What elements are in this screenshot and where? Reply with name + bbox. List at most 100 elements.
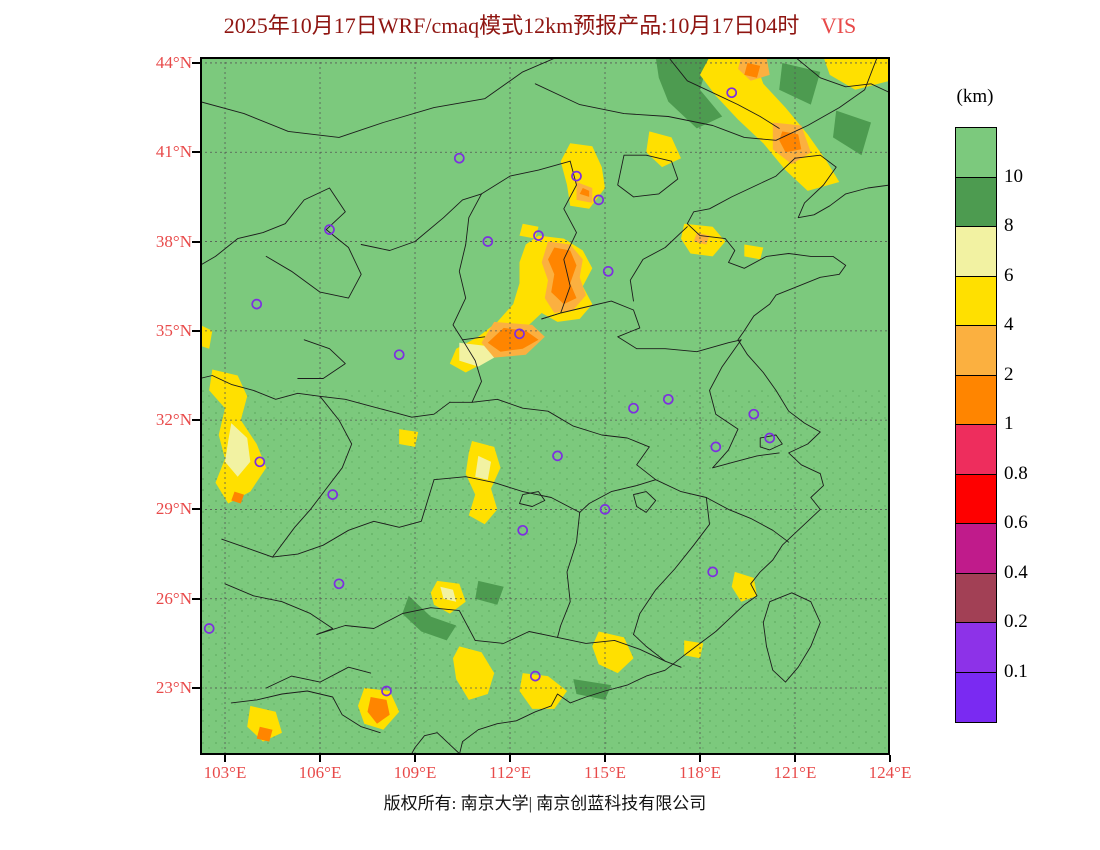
visibility-patch-yellow [453, 646, 495, 700]
legend-value-label: 0.2 [1004, 611, 1028, 632]
visibility-patch-paleyellow [225, 423, 251, 477]
city-marker [533, 230, 544, 241]
visibility-patch-yellow [731, 571, 757, 602]
copyright-footer: 版权所有: 南京大学| 南京创蓝科技有限公司 [383, 794, 707, 813]
city-marker [764, 432, 776, 444]
visibility-patch-yellow [399, 429, 419, 447]
legend-unit-label: (km) [956, 86, 994, 107]
province-boundary [360, 193, 482, 251]
city-marker [254, 456, 266, 468]
legend-value-label: 6 [1004, 264, 1014, 286]
visibility-patch-yellow [247, 705, 282, 742]
visibility-patch-yellow [519, 673, 567, 709]
lon-axis-label: 109°E [393, 763, 437, 782]
city-marker [552, 450, 563, 462]
city-marker [726, 87, 738, 99]
legend-color-step [956, 227, 996, 277]
visibility-patch-orange [367, 697, 390, 724]
province-boundary [705, 497, 790, 543]
city-marker [453, 152, 465, 164]
visibility-patch-orange [579, 188, 590, 197]
province-boundary [617, 154, 679, 198]
province-boundary [272, 395, 353, 558]
province-boundary [200, 339, 482, 418]
city-marker [203, 623, 215, 634]
visibility-patch-paleyellow [475, 455, 491, 480]
legend-value-label: 0.4 [1004, 561, 1028, 583]
legend-value-label: 1 [1004, 413, 1014, 434]
city-marker [327, 489, 339, 500]
lon-axis-tick [509, 755, 511, 762]
province-boundary [633, 479, 710, 635]
city-marker [324, 224, 335, 235]
city-marker [482, 236, 494, 247]
city-marker [599, 504, 611, 515]
island-or-lake-outline [519, 491, 546, 507]
visibility-patch-orange [231, 491, 244, 504]
lat-axis-label: 41°N [155, 142, 192, 162]
lon-axis-tick [889, 755, 891, 762]
province-boundary [433, 476, 581, 513]
city-marker [529, 670, 541, 682]
lon-axis-label: 118°E [678, 763, 722, 782]
province-boundary [452, 193, 486, 341]
legend-color-step [956, 375, 996, 425]
province-boundary [709, 339, 742, 469]
visibility-patch-yellow [823, 57, 890, 90]
visibility-patch-orange [487, 327, 539, 352]
province-boundary [411, 732, 460, 754]
lon-axis-label: 106°E [298, 763, 342, 782]
lat-axis-label: 32°N [155, 410, 192, 430]
lon-axis-label: 121°E [773, 763, 817, 782]
lat-axis-tick [192, 687, 200, 690]
legend-color-step [956, 623, 996, 673]
lon-axis-label: 103°E [203, 763, 247, 782]
visibility-patch-orange [548, 247, 577, 305]
legend-value-label: 0.1 [1004, 660, 1028, 682]
legend-color-step [956, 474, 996, 524]
map-border [200, 57, 890, 755]
province-boundary [557, 511, 581, 638]
lon-axis-tick [699, 755, 701, 762]
province-boundary [534, 57, 878, 141]
city-marker [628, 402, 639, 414]
legend-color-step [956, 326, 996, 376]
lat-axis-label: 44°N [155, 52, 192, 72]
visibility-patch-orange [744, 63, 761, 78]
visibility-patch-yellow [465, 441, 501, 525]
lon-axis-label: 115°E [583, 763, 627, 782]
city-marker [393, 349, 405, 361]
visibility-patch-yellow [200, 324, 213, 349]
city-marker [707, 566, 719, 578]
lon-axis-tick [414, 755, 416, 762]
province-boundary [633, 633, 666, 662]
legend-color-step [956, 128, 996, 178]
city-marker [593, 194, 605, 206]
visibility-patch-dgreen [655, 57, 723, 129]
lat-axis-label: 23°N [155, 678, 192, 698]
lon-axis-tick [794, 755, 796, 762]
province-boundary [316, 607, 476, 641]
city-marker [662, 393, 674, 405]
province-boundary [541, 160, 577, 320]
province-boundary [221, 479, 435, 558]
visibility-patch-paleyellow [440, 586, 457, 602]
province-boundary [474, 631, 682, 668]
legend-labels: 10 8 6 4 2 1 0.8 0.6 0.4 0.2 0.1 [1004, 127, 1064, 727]
city-marker [710, 441, 722, 453]
province-boundary [297, 339, 346, 379]
visibility-patch-orange [256, 726, 273, 742]
legend-colorbar [955, 127, 997, 723]
visibility-patch-dgreen [573, 679, 612, 700]
province-boundary [471, 398, 650, 448]
province-boundary [579, 446, 657, 513]
lon-axis-tick [604, 755, 606, 762]
legend-color-step [956, 177, 996, 227]
legend-value-label: 0.8 [1004, 462, 1028, 484]
lon-axis-label: 112°E [488, 763, 532, 782]
lat-axis-tick [192, 508, 200, 511]
island-or-lake-outline [762, 592, 821, 683]
visibility-patch-yellow [744, 244, 764, 260]
province-boundary [230, 690, 381, 734]
